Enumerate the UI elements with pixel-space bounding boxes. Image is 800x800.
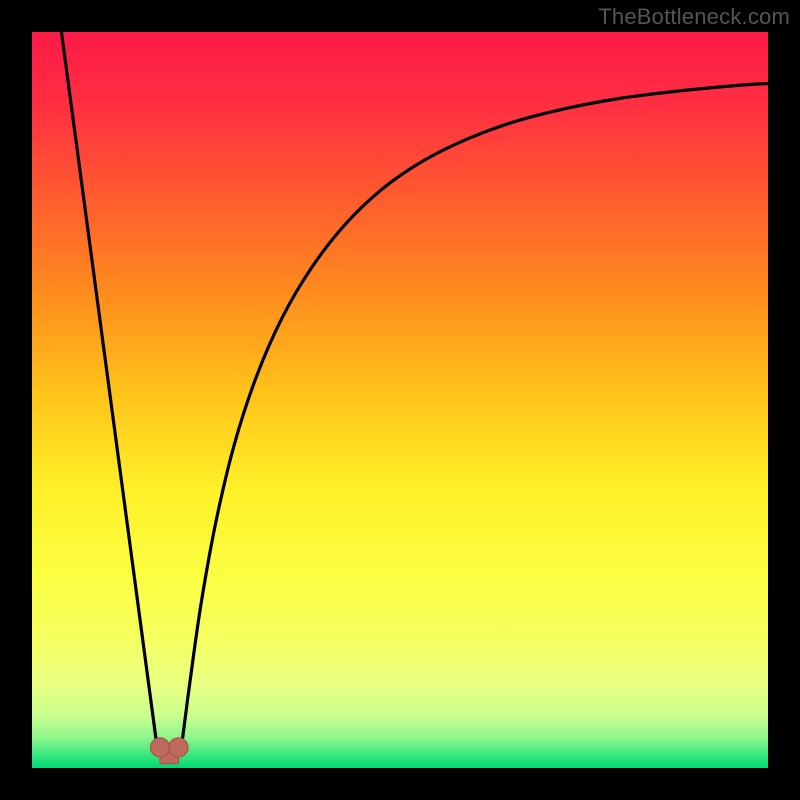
marker-right-lobe	[169, 738, 188, 757]
marker-left-lobe	[150, 738, 169, 757]
gradient-background	[32, 32, 768, 768]
watermark-text: TheBottleneck.com	[598, 4, 790, 30]
plot-area	[32, 32, 768, 768]
figure-frame: TheBottleneck.com	[0, 0, 800, 800]
chart-svg	[32, 32, 768, 768]
